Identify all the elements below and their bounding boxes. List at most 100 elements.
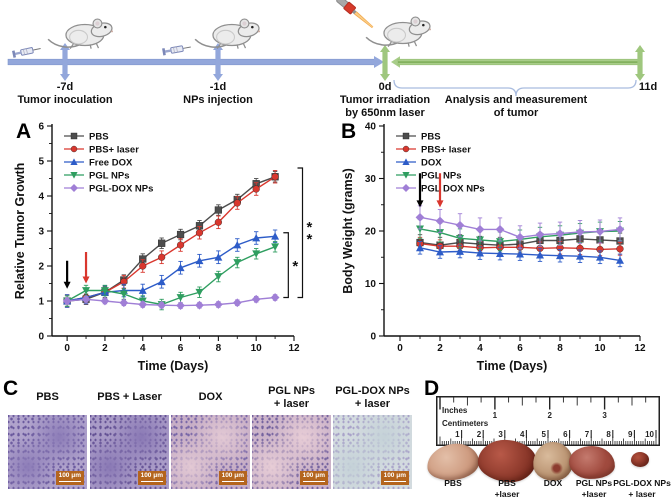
histology-figure-pgl-dox-nps: PGL-DOX NPs + laser 100 μm bbox=[333, 380, 412, 489]
histology-label: DOX bbox=[198, 391, 223, 404]
inch-number: 2 bbox=[547, 411, 552, 420]
body-weight-chart: 0 2 4 6 8 10 12 0 10 20 30 40 Time (Days) Body Weight… bbox=[341, 122, 646, 374]
histology-figure-pbs: PBS 100 μm bbox=[8, 380, 87, 489]
series-dox bbox=[416, 241, 624, 268]
annotation-arrow bbox=[63, 260, 71, 289]
inch-number: 1 bbox=[493, 411, 498, 420]
y-tick-label: 3 bbox=[38, 227, 44, 238]
mouse-icon bbox=[47, 18, 115, 50]
x-tick-label: 10 bbox=[251, 343, 263, 354]
x-axis-label: Time (Days) bbox=[477, 359, 548, 373]
cm-number: 8 bbox=[606, 430, 611, 439]
y-tick-label: 30 bbox=[365, 174, 377, 185]
histology-figure-pgl-nps: PGL NPs + laser 100 μm bbox=[252, 380, 331, 489]
scale-bar: 100 μm bbox=[55, 471, 84, 485]
cm-number: 2 bbox=[477, 430, 482, 439]
event-day: -1d bbox=[209, 81, 227, 93]
panel-letter-b: B bbox=[341, 120, 357, 143]
annotation-arrow bbox=[436, 173, 444, 208]
scale-bar: 100 μm bbox=[380, 471, 409, 485]
mouse-icon bbox=[365, 16, 433, 48]
y-tick-label: 1 bbox=[38, 297, 44, 308]
event-caption: by 650nm laser bbox=[345, 106, 425, 119]
scale-bar: 100 μm bbox=[218, 471, 247, 485]
experiment-timeline-schematic bbox=[7, 0, 645, 97]
cm-number: 10 bbox=[645, 430, 654, 439]
analysis-label: Analysis and measurement of tumor bbox=[444, 94, 588, 119]
histology-image: 100 μm bbox=[252, 415, 331, 489]
tick-11d bbox=[635, 45, 645, 81]
y-tick-label: 10 bbox=[365, 279, 377, 290]
svg-text:*: * bbox=[307, 219, 313, 236]
significance-bracket: ** bbox=[297, 167, 313, 299]
inches-label: Inches bbox=[442, 406, 468, 415]
y-tick-label: 2 bbox=[38, 262, 44, 273]
event-caption: Tumor inoculation bbox=[17, 94, 113, 107]
annotation-arrow bbox=[82, 252, 90, 284]
legend-entry: PBS+ laser bbox=[421, 145, 471, 156]
centimeters-label: Centimeters bbox=[442, 419, 489, 428]
cm-number: 1 bbox=[455, 430, 460, 439]
x-tick-label: 2 bbox=[437, 343, 443, 354]
tumor-label: PBS +laser bbox=[494, 478, 520, 499]
y-tick-label: 40 bbox=[365, 122, 377, 133]
timeline-event-minus7d: -7d Tumor inoculation bbox=[17, 81, 112, 107]
legend: PBS PBS+ laser Free DOX PGL NPs PGL-DOX NPs bbox=[64, 132, 153, 195]
annotation-arrow bbox=[416, 173, 424, 208]
analysis-phase-bar bbox=[391, 56, 641, 68]
event-day: -7d bbox=[56, 81, 74, 93]
histology-image: 100 μm bbox=[8, 415, 87, 489]
x-tick-label: 0 bbox=[64, 343, 70, 354]
legend-entry: PGL NPs bbox=[421, 171, 461, 182]
svg-text:*: * bbox=[292, 258, 298, 275]
significance-bracket: * bbox=[283, 232, 298, 299]
legend-entry: PGL NPs bbox=[89, 171, 129, 182]
legend-entry: PBS bbox=[421, 132, 441, 143]
cm-number: 6 bbox=[563, 430, 568, 439]
legend-entry: DOX bbox=[421, 158, 442, 169]
x-axis-label: Time (Days) bbox=[138, 359, 209, 373]
histology-label: PGL NPs + laser bbox=[268, 384, 315, 410]
panel-letter-c: C bbox=[3, 377, 19, 400]
x-tick-label: 4 bbox=[140, 343, 146, 354]
timeline-event-11d: 11d bbox=[639, 81, 657, 94]
histology-label: PBS + Laser bbox=[97, 391, 162, 404]
tumor-photo-pgl-dox-nps-laser bbox=[631, 452, 649, 467]
x-tick-label: 8 bbox=[216, 343, 222, 354]
x-tick-label: 4 bbox=[477, 343, 483, 354]
y-tick-label: 4 bbox=[38, 192, 44, 203]
pre-treatment-phase-bar bbox=[7, 56, 384, 68]
x-tick-label: 10 bbox=[594, 343, 606, 354]
legend: PBS PBS+ laser DOX PGL NPs PGL DOX NPs bbox=[396, 132, 485, 195]
event-day: 11d bbox=[638, 81, 658, 93]
cm-number: 7 bbox=[585, 430, 590, 439]
panel-letter-d: D bbox=[424, 377, 440, 400]
scale-bar: 100 μm bbox=[137, 471, 166, 485]
series-pgl-dox-nps bbox=[415, 205, 625, 250]
x-tick-label: 12 bbox=[288, 343, 300, 354]
x-tick-label: 6 bbox=[178, 343, 184, 354]
x-tick-label: 6 bbox=[517, 343, 523, 354]
tick-0d bbox=[380, 45, 390, 81]
tumor-label: PBS bbox=[444, 478, 462, 488]
tumor-label: PGL NPs +laser bbox=[575, 478, 613, 499]
histology-image: 100 μm bbox=[90, 415, 169, 489]
y-axis-label: Relative Tumor Growth bbox=[13, 163, 27, 300]
panel-letter-a: A bbox=[16, 120, 32, 143]
y-tick-label: 0 bbox=[370, 332, 376, 343]
y-tick-label: 5 bbox=[38, 157, 44, 168]
timeline-event-0d: 0d Tumor irradiation by 650nm laser bbox=[340, 81, 430, 119]
tumor-label: DOX bbox=[543, 478, 563, 488]
ruler: 1 2 3 Inches Centimeters 1 2 3 4 5 6 7 8 9 10 bbox=[436, 396, 660, 446]
cm-number: 3 bbox=[498, 430, 503, 439]
x-tick-label: 8 bbox=[557, 343, 563, 354]
syringe-icon bbox=[161, 43, 192, 56]
y-tick-label: 0 bbox=[38, 332, 44, 343]
legend-entry: PBS bbox=[89, 132, 109, 143]
tumor-photo-dox bbox=[531, 440, 575, 483]
histology-image: 100 μm bbox=[171, 415, 250, 489]
y-axis-label: Body Weight (grams) bbox=[341, 168, 355, 293]
cm-number: 4 bbox=[520, 430, 525, 439]
